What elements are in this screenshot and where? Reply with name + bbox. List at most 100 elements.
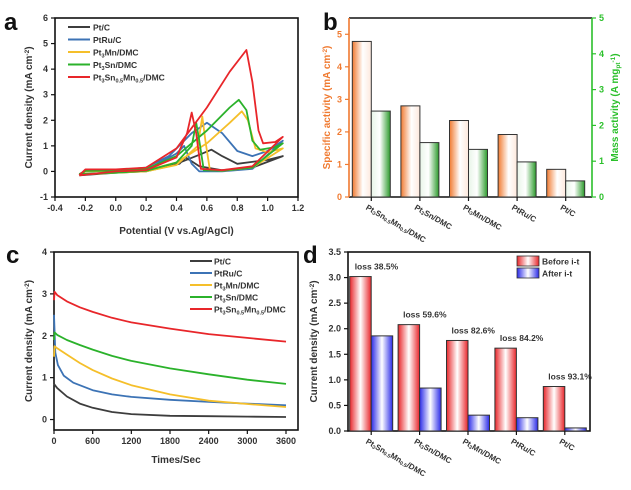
bar-before-it [494, 347, 517, 432]
x-tick-label: 1.0 [261, 203, 274, 213]
x-tick-label: -0.2 [78, 203, 94, 213]
x-tick-label: 2400 [199, 436, 219, 446]
x-tick-label: 600 [85, 436, 100, 446]
y-right-tick-label: 4 [599, 49, 604, 59]
panel-label-a: a [4, 9, 18, 36]
y-tick-label: 3.5 [328, 247, 341, 257]
bar-specific-activity [546, 168, 567, 198]
y-tick-label: 0 [43, 166, 48, 176]
y-tick-label: 4 [43, 64, 48, 74]
x-tick-label: 1800 [160, 436, 180, 446]
legend-label: Pt3Sn/DMC [93, 60, 137, 72]
x-tick-label: 0.0 [109, 203, 122, 213]
legend-swatch [516, 267, 540, 279]
series-line-4 [53, 290, 287, 343]
y-tick-label: 3.0 [328, 273, 341, 283]
series-line-2 [53, 345, 287, 408]
x-tick-label: Pt/C [559, 203, 578, 219]
legend-label: Before i-t [542, 257, 579, 267]
y-axis-label: Current density (mA cm-2) [309, 280, 320, 402]
legend-label: Pt3Sn0.5Mn0.5/DMC [214, 305, 286, 317]
y-tick-label: 2 [337, 127, 342, 137]
bar-after-it [419, 387, 442, 432]
legend-label: Pt/C [214, 257, 231, 267]
x-tick-label: Pt3Mn/DMC [461, 203, 503, 233]
bar-before-it [397, 324, 421, 432]
legend-swatch [516, 255, 540, 267]
x-tick-label: 0.6 [201, 203, 214, 213]
panel-c-frame [53, 251, 299, 431]
legend-label: PtRu/C [93, 35, 121, 45]
y-right-tick-label: 5 [599, 13, 604, 23]
series-line-1 [53, 314, 287, 407]
y-right-tick-label: 1 [599, 156, 604, 166]
y-right-tick-label: 3 [599, 85, 604, 95]
y-tick-label: 0 [337, 192, 342, 202]
bar-after-it [370, 335, 394, 432]
y-tick-label: 5 [43, 39, 48, 49]
loss-annotation: loss 93.1% [548, 372, 592, 382]
loss-annotation: loss 82.6% [452, 325, 496, 335]
y-tick-label: 6 [43, 13, 48, 23]
bar-after-it [467, 414, 490, 432]
legend-label: Pt3Mn/DMC [214, 281, 260, 293]
loss-annotation: loss 84.2% [500, 333, 544, 343]
legend-label: Pt/C [93, 23, 110, 33]
y-axis-label: Current density (mA cm-2) [24, 46, 35, 168]
y-tick-label: 1.5 [328, 349, 341, 359]
panel-label-b: b [323, 9, 338, 36]
loss-annotation: loss 59.6% [403, 310, 447, 320]
y-right-tick-label: 2 [599, 120, 604, 130]
bar-mass-activity [565, 180, 586, 198]
x-tick-label: PtRu/C [509, 437, 537, 458]
y-tick-label: -1 [40, 192, 48, 202]
x-tick-label: 1.2 [292, 203, 305, 213]
series-line-3 [78, 98, 284, 175]
y-tick-label: 4 [42, 247, 47, 257]
x-tick-label: -0.4 [47, 203, 63, 213]
y-tick-label: 0 [42, 415, 47, 425]
y-tick-label: 4 [337, 62, 342, 72]
y-tick-label: 5 [337, 29, 342, 39]
x-tick-label: 0.4 [170, 203, 183, 213]
x-tick-label: Pt3Sn/DMC [412, 437, 453, 467]
legend-label: Pt3Sn0.5Mn0.5/DMC [93, 73, 165, 85]
y-tick-label: 1.0 [328, 375, 341, 385]
x-tick-label: Pt3Sn0.5Mn0.5/DMC [364, 203, 428, 246]
bar-before-it [542, 386, 566, 432]
legend-label: PtRu/C [214, 269, 242, 279]
y-tick-label: 2.5 [328, 298, 341, 308]
legend-label: Pt3Mn/DMC [93, 48, 139, 60]
bar-specific-activity [449, 120, 469, 198]
x-tick-label: 0 [51, 436, 56, 446]
bar-specific-activity [400, 105, 421, 198]
y-right-tick-label: 0 [599, 192, 604, 202]
x-axis-label: Potential (V vs.Ag/AgCl) [119, 226, 233, 237]
x-tick-label: 1200 [121, 436, 141, 446]
x-tick-label: 0.2 [140, 203, 153, 213]
y-tick-label: 0.0 [328, 426, 341, 436]
y-axis-label: Current density (mA cm-2) [24, 280, 35, 402]
bar-before-it [349, 276, 372, 432]
bar-after-it [564, 427, 587, 432]
y-tick-label: 2 [42, 331, 47, 341]
bar-after-it [515, 417, 539, 432]
x-tick-label: Pt/C [558, 437, 577, 453]
series-line-4 [78, 49, 284, 177]
panel-label-c: c [6, 242, 19, 269]
bar-mass-activity [419, 142, 440, 198]
x-tick-label: PtRu/C [510, 203, 538, 224]
y-tick-label: 3 [43, 90, 48, 100]
x-tick-label: Pt3Sn/DMC [412, 203, 453, 233]
legend-label: Pt3Sn/DMC [214, 293, 258, 305]
bar-mass-activity [468, 148, 488, 198]
bar-before-it [446, 339, 469, 432]
y-tick-label: 1 [43, 141, 48, 151]
y-right-axis-label: Mass activity (A mgpt-1) [610, 53, 622, 161]
bar-specific-activity [497, 134, 518, 198]
x-tick-label: 0.8 [231, 203, 244, 213]
loss-annotation: loss 38.5% [355, 262, 399, 272]
series-line-0 [53, 383, 287, 418]
y-tick-label: 1 [42, 373, 47, 383]
legend-label: After i-t [542, 269, 572, 279]
